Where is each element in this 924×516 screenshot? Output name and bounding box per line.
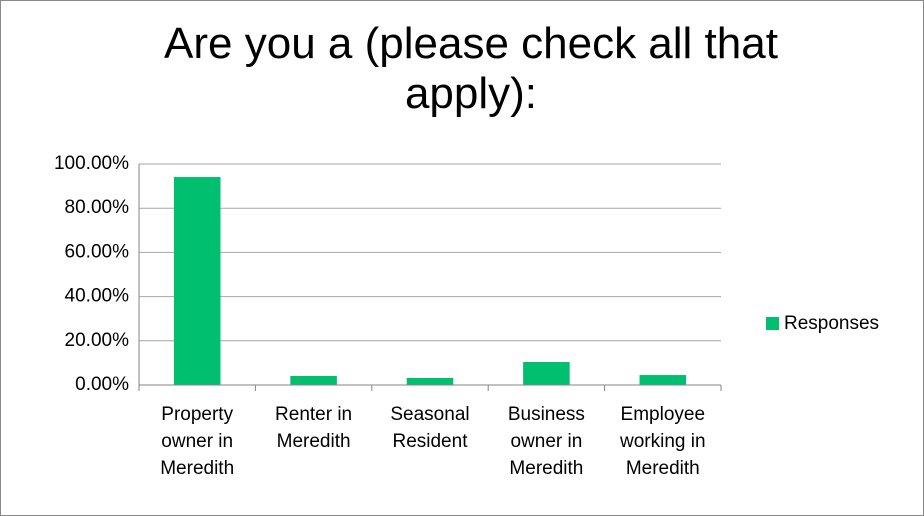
bar	[523, 362, 570, 385]
bar	[173, 177, 221, 385]
y-tick-label: 20.00%	[65, 330, 130, 351]
y-tick-label: 80.00%	[65, 197, 130, 218]
x-tick-label: Business owner in Meredith	[507, 404, 585, 479]
bar	[406, 377, 454, 385]
bar	[290, 375, 337, 385]
y-tick-label: 0.00%	[75, 374, 129, 395]
x-tick-label: Seasonal Resident	[390, 404, 470, 452]
y-tick-label: 100.00%	[54, 153, 129, 174]
legend-swatch	[766, 317, 779, 330]
bar	[639, 375, 687, 385]
x-tick-label: Property owner in Meredith	[160, 404, 235, 479]
x-tick-label: Renter in Meredith	[275, 404, 353, 452]
chart-title: Are you a (please check all that apply):	[164, 19, 778, 118]
legend-label: Responses	[784, 313, 879, 334]
y-tick-label: 40.00%	[65, 286, 130, 307]
y-tick-label: 60.00%	[65, 241, 130, 262]
x-tick-label: Employee working in Meredith	[620, 404, 706, 479]
